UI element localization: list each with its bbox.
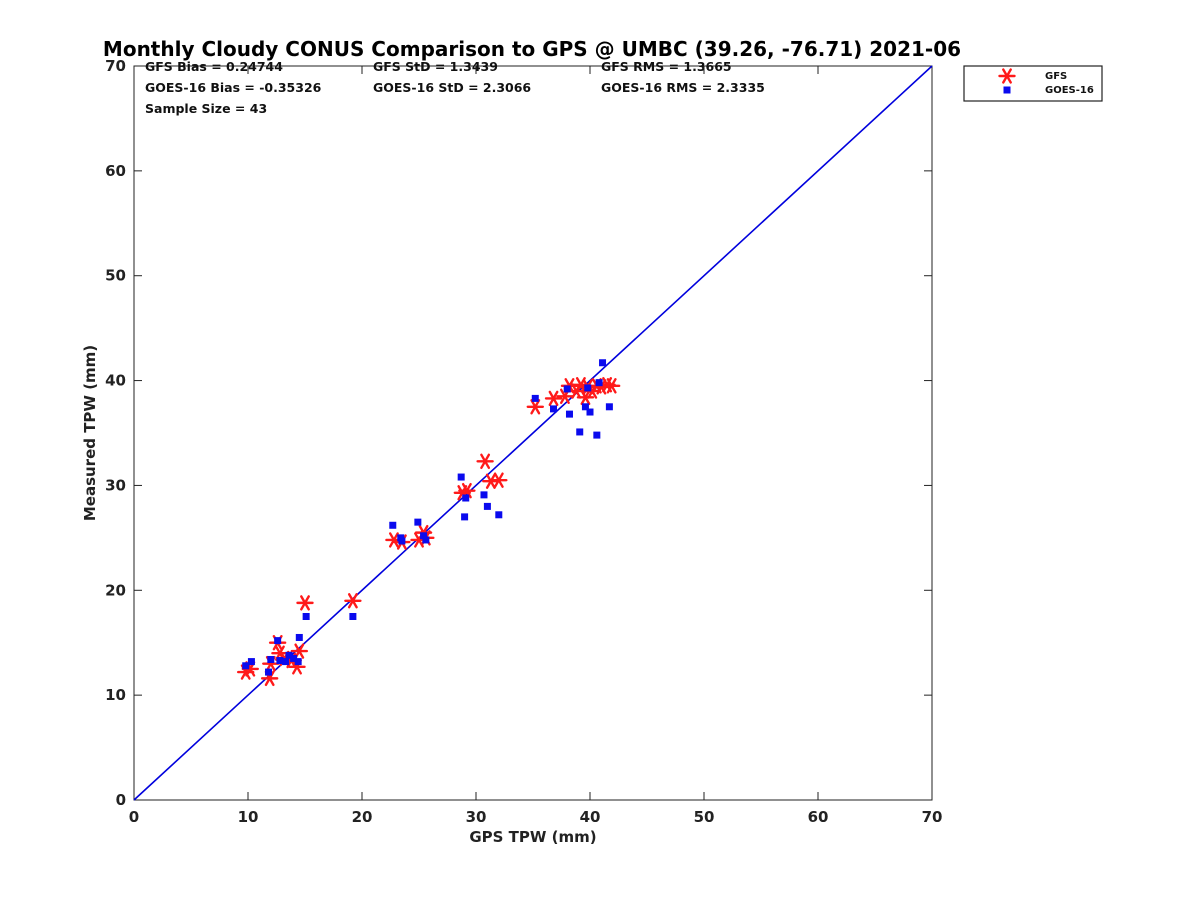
legend-marker-goes16	[1003, 86, 1011, 94]
gfs-rms-text: GFS RMS = 1.3665	[601, 59, 732, 74]
goes16-point	[563, 385, 571, 393]
goes16-point	[550, 405, 558, 413]
goes16-point	[294, 658, 302, 666]
chart-title: Monthly Cloudy CONUS Comparison to GPS @…	[103, 37, 961, 61]
goes16-point	[495, 511, 503, 519]
sample-size-text: Sample Size = 43	[145, 101, 267, 116]
goes16-point	[267, 655, 275, 663]
gfs-point	[296, 595, 314, 611]
y-tick-label: 10	[105, 686, 126, 704]
gfs-point	[476, 453, 494, 470]
gfs-point	[490, 472, 508, 488]
goes16-point	[565, 410, 573, 418]
x-axis-ticks: 0 10 20 30 40 50 60 70	[129, 66, 943, 826]
goes16-point	[457, 473, 465, 481]
goes16-point	[282, 658, 290, 666]
legend: GFS GOES-16	[963, 65, 1103, 102]
goes16-point	[462, 494, 470, 502]
goes16-point	[605, 403, 613, 411]
goes16-point	[586, 408, 594, 416]
gfs-std-text: GFS StD = 1.3439	[373, 59, 498, 74]
gfs-bias-text: GFS Bias = 0.24744	[145, 59, 283, 74]
y-tick-label: 30	[105, 476, 126, 494]
goes16-point	[389, 521, 397, 529]
gfs-point	[344, 593, 362, 609]
goes16-point	[420, 532, 428, 540]
x-tick-label: 10	[238, 808, 259, 826]
goes16-point	[599, 359, 607, 367]
goes16-point	[581, 403, 589, 411]
goes16-point	[290, 654, 298, 662]
goes16-point	[531, 394, 539, 402]
legend-label-goes16: GOES-16	[1045, 85, 1094, 96]
gfs-point	[602, 378, 621, 394]
goes16-bias-text: GOES-16 Bias = -0.35326	[145, 80, 322, 95]
goes16-point	[480, 491, 488, 499]
x-tick-label: 40	[580, 808, 601, 826]
goes16-point	[302, 613, 310, 620]
goes16-point	[295, 633, 303, 641]
goes16-point	[414, 518, 422, 526]
y-tick-label: 0	[116, 791, 126, 809]
plot-area-frame	[133, 65, 933, 801]
y-axis-ticks: 0 10 20 30 40 50 60 70	[105, 57, 932, 809]
goes16-point	[461, 513, 469, 521]
x-axis-label: GPS TPW (mm)	[469, 828, 596, 846]
x-tick-label: 0	[129, 808, 139, 826]
x-tick-label: 70	[922, 808, 943, 826]
goes16-rms-text: GOES-16 RMS = 2.3335	[601, 80, 765, 95]
x-tick-label: 20	[352, 808, 373, 826]
goes16-std-text: GOES-16 StD = 2.3066	[373, 80, 531, 95]
goes16-point	[285, 651, 293, 659]
goes16-point	[422, 536, 430, 544]
legend-label-gfs: GFS	[1045, 71, 1067, 82]
data-points	[237, 359, 621, 687]
goes16-point	[265, 668, 273, 676]
y-tick-label: 20	[105, 581, 126, 599]
goes16-point	[595, 379, 603, 387]
goes16-point	[349, 613, 357, 620]
x-tick-label: 30	[466, 808, 487, 826]
statistics-block: GFS Bias = 0.24744 GFS StD = 1.3439 GFS …	[145, 59, 765, 116]
goes16-point	[576, 428, 584, 436]
y-tick-label: 60	[105, 162, 126, 180]
legend-box	[963, 65, 1103, 102]
goes16-point	[584, 384, 592, 392]
gfs-point	[526, 399, 544, 415]
one-to-one-line-group	[133, 65, 933, 801]
y-tick-label: 70	[105, 57, 126, 75]
goes16-point	[398, 537, 406, 545]
x-tick-label: 50	[694, 808, 715, 826]
one-to-one-line	[133, 65, 933, 801]
y-axis-label: Measured TPW (mm)	[81, 345, 99, 521]
y-tick-label: 50	[105, 267, 126, 285]
legend-marker-gfs	[998, 68, 1016, 84]
x-tick-label: 60	[808, 808, 829, 826]
goes16-point	[483, 502, 491, 510]
goes16-point	[593, 431, 601, 439]
y-tick-label: 40	[105, 372, 126, 390]
goes16-point	[247, 658, 255, 666]
gfs-point	[544, 390, 563, 407]
goes16-point	[274, 637, 282, 645]
goes16-point	[276, 657, 284, 665]
goes16-point	[242, 662, 250, 670]
